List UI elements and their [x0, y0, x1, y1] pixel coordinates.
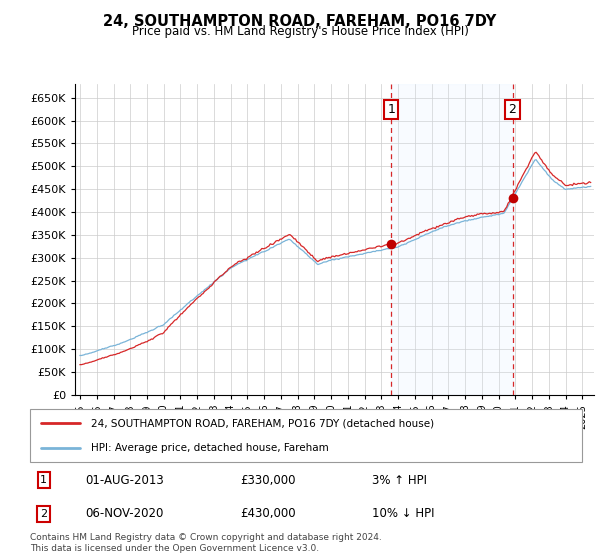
- Text: 10% ↓ HPI: 10% ↓ HPI: [372, 507, 435, 520]
- Text: 01-AUG-2013: 01-AUG-2013: [85, 474, 164, 487]
- Text: 2: 2: [509, 102, 517, 115]
- Text: Contains HM Land Registry data © Crown copyright and database right 2024.
This d: Contains HM Land Registry data © Crown c…: [30, 533, 382, 553]
- Text: Price paid vs. HM Land Registry's House Price Index (HPI): Price paid vs. HM Land Registry's House …: [131, 25, 469, 38]
- Text: 24, SOUTHAMPTON ROAD, FAREHAM, PO16 7DY (detached house): 24, SOUTHAMPTON ROAD, FAREHAM, PO16 7DY …: [91, 418, 434, 428]
- Text: 3% ↑ HPI: 3% ↑ HPI: [372, 474, 427, 487]
- Text: HPI: Average price, detached house, Fareham: HPI: Average price, detached house, Fare…: [91, 442, 328, 452]
- Text: 06-NOV-2020: 06-NOV-2020: [85, 507, 164, 520]
- Text: 1: 1: [40, 475, 47, 486]
- Text: 2: 2: [40, 508, 47, 519]
- Text: £430,000: £430,000: [240, 507, 295, 520]
- FancyBboxPatch shape: [30, 409, 582, 462]
- Text: £330,000: £330,000: [240, 474, 295, 487]
- Text: 1: 1: [387, 102, 395, 115]
- Bar: [391, 84, 512, 395]
- Text: 24, SOUTHAMPTON ROAD, FAREHAM, PO16 7DY: 24, SOUTHAMPTON ROAD, FAREHAM, PO16 7DY: [103, 14, 497, 29]
